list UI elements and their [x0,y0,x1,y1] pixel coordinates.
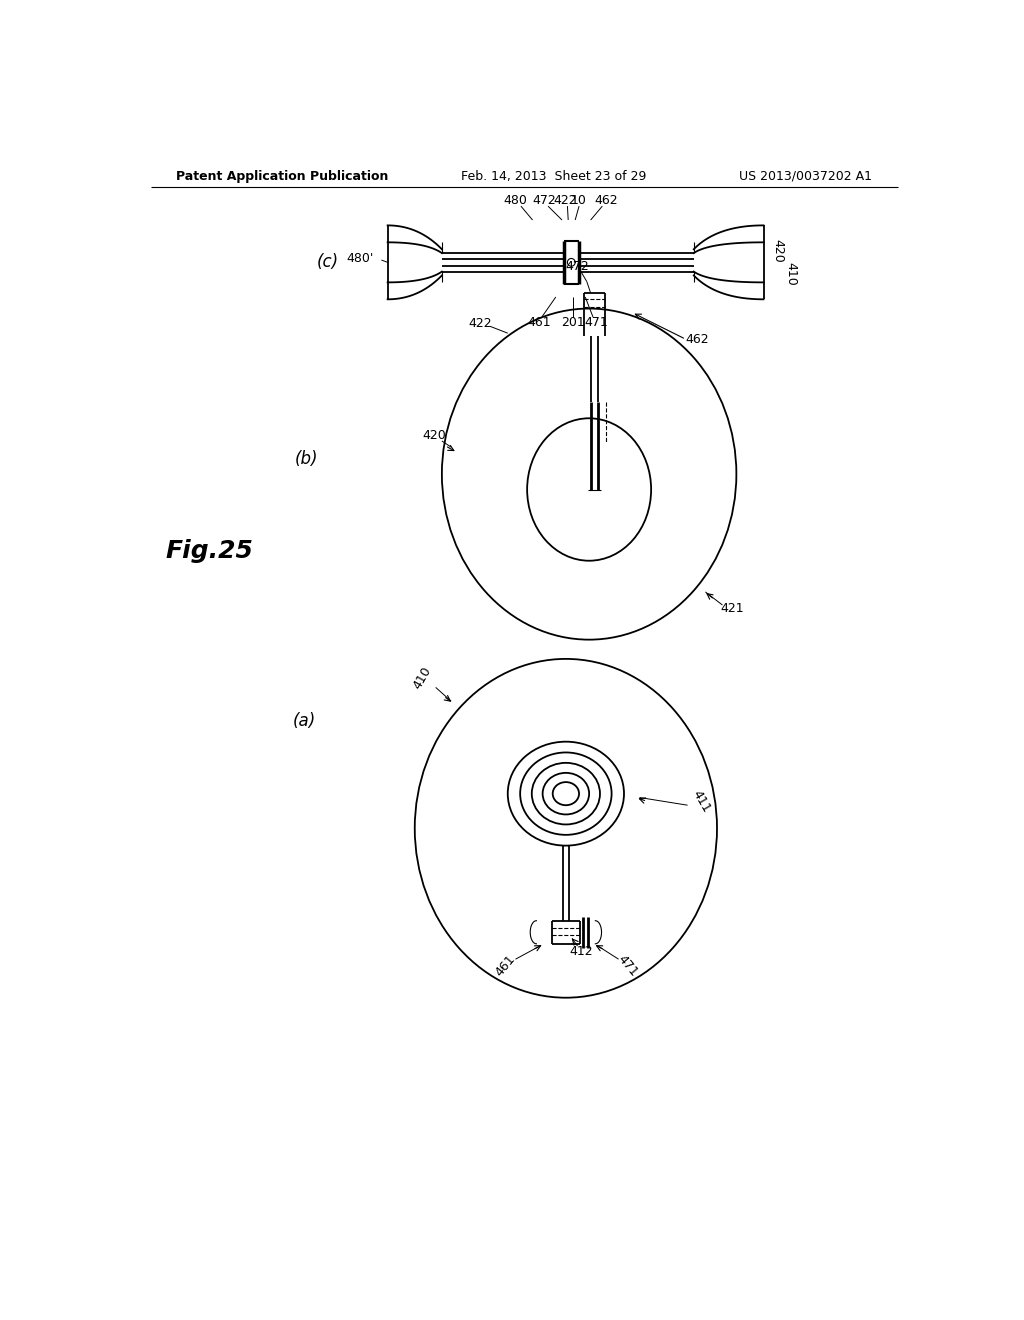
Text: 462: 462 [594,194,618,207]
Text: 420: 420 [422,429,446,442]
Text: 421: 421 [721,602,744,615]
Text: 411: 411 [690,788,713,814]
Text: 461: 461 [493,952,518,978]
Text: (c): (c) [316,253,339,272]
Text: 410: 410 [411,664,434,692]
Text: 480': 480' [347,252,374,265]
Text: 472: 472 [565,260,590,273]
Text: 422: 422 [553,194,577,207]
Text: (b): (b) [295,450,318,467]
Text: 471: 471 [585,315,608,329]
Text: 462: 462 [686,333,710,346]
Text: 461: 461 [527,315,551,329]
Text: 410: 410 [784,263,797,285]
Text: Feb. 14, 2013  Sheet 23 of 29: Feb. 14, 2013 Sheet 23 of 29 [461,169,646,182]
Text: Patent Application Publication: Patent Application Publication [176,169,388,182]
Text: 420: 420 [771,239,784,263]
Text: 201: 201 [561,315,585,329]
Text: (a): (a) [293,711,316,730]
Text: 422: 422 [469,317,493,330]
Text: 10: 10 [571,194,587,207]
Text: 472: 472 [532,194,556,207]
Text: 480: 480 [504,194,527,207]
Text: Fig.25: Fig.25 [166,539,253,564]
Text: US 2013/0037202 A1: US 2013/0037202 A1 [739,169,872,182]
Text: 471: 471 [615,952,640,978]
Text: 412: 412 [569,945,593,958]
